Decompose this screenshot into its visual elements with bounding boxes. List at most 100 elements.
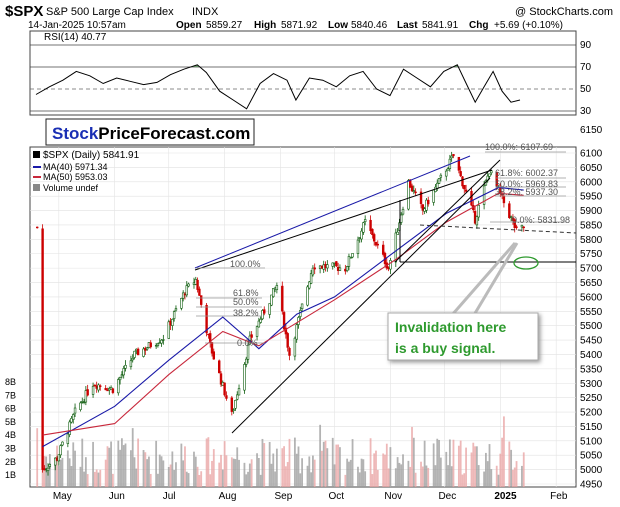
volume-bar: [409, 466, 412, 487]
volume-bar: [104, 459, 107, 487]
candle-body: [284, 327, 288, 335]
volume-bar: [477, 465, 480, 487]
volume-bar: [402, 454, 404, 487]
candle-body: [356, 239, 360, 254]
volume-bar: [243, 462, 246, 487]
candle-body: [381, 244, 385, 255]
volume-bar: [450, 466, 453, 487]
volume-bar: [117, 440, 120, 487]
candle-body: [502, 195, 506, 204]
volume-bar: [351, 439, 354, 487]
volume-bar: [420, 461, 422, 487]
candle-body: [149, 342, 152, 348]
volume-bar: [452, 439, 455, 487]
candle-body: [57, 454, 61, 462]
candle-body: [72, 414, 75, 420]
volume-bar: [74, 450, 76, 487]
y-tick-5400: 5400: [580, 350, 603, 361]
volume-bar: [337, 444, 340, 487]
fib-right-618: 61.8%: 6002.37: [495, 168, 558, 178]
volume-bar: [121, 438, 123, 487]
candle-body: [255, 326, 259, 337]
volume-bar: [175, 462, 177, 487]
volume-bar: [394, 468, 397, 487]
volume-bar: [515, 461, 518, 487]
volume-bar: [259, 474, 262, 487]
annotation-box: [387, 312, 539, 361]
legend: $SPX (Daily) 5841.91 MA(40) 5971.34 MA(5…: [33, 150, 140, 193]
fib-left-100: 100.0%: [230, 259, 261, 269]
logo-part-stock: Stock: [52, 124, 99, 143]
x-label-2: Jul: [163, 491, 176, 502]
candle-body: [234, 399, 237, 409]
volume-bar: [485, 452, 487, 487]
volume-bar: [245, 474, 248, 487]
x-label-0: May: [53, 491, 72, 502]
candle-body: [198, 288, 201, 296]
candle-body: [308, 281, 311, 289]
candle-body: [59, 445, 62, 456]
x-label-5: Oct: [329, 491, 345, 502]
fib-left-50: 50.0%: [233, 297, 259, 307]
volume-bar: [66, 450, 69, 487]
candle-body: [167, 321, 170, 339]
header-last-label: Last: [397, 20, 418, 31]
volume-bar: [225, 455, 228, 487]
candle-body: [272, 288, 275, 297]
volume-bar: [497, 474, 500, 487]
candle-body: [309, 273, 313, 284]
candle-body: [79, 402, 82, 410]
y-tick-5800: 5800: [580, 235, 603, 246]
volume-bar: [268, 441, 271, 487]
volume-bar: [335, 444, 338, 487]
volume-bar: [490, 469, 493, 487]
candle-body: [61, 441, 64, 446]
candle-body: [212, 351, 216, 360]
volume-bar: [421, 466, 424, 487]
candle-body: [400, 214, 403, 223]
y-tick-5600: 5600: [580, 292, 603, 303]
header-high: 5871.92: [281, 20, 318, 31]
candle-body: [347, 255, 351, 267]
volume-bar: [212, 449, 215, 487]
candle-body: [120, 374, 124, 377]
y-tick-5950: 5950: [580, 192, 603, 203]
fib-right-50: 50.0%: 5969.83: [495, 179, 558, 189]
candle-body: [394, 232, 398, 263]
candle-body: [363, 219, 367, 223]
candle-body: [295, 324, 298, 340]
volume-bar: [185, 471, 188, 487]
volume-bar: [357, 466, 359, 487]
volume-bar: [198, 474, 201, 487]
volume-bar: [184, 446, 186, 487]
candle-body: [374, 242, 378, 246]
y-tick-5200: 5200: [580, 408, 603, 419]
volume-bar: [205, 438, 208, 487]
x-label-7: Dec: [438, 491, 456, 502]
volume-bar: [221, 469, 224, 487]
volume-bar: [513, 467, 516, 487]
candle-body: [488, 173, 491, 177]
volume-bar: [306, 465, 309, 487]
candle-body: [122, 368, 125, 376]
volume-bar: [508, 441, 511, 487]
y-tick-5350: 5350: [580, 364, 603, 375]
candle-body: [470, 190, 473, 206]
volume-bar: [158, 454, 161, 487]
volume-bar: [275, 448, 278, 487]
candle-body: [86, 389, 89, 396]
volume-bar: [250, 459, 253, 487]
volume-bar: [248, 463, 251, 487]
volume-bar: [412, 437, 415, 487]
volume-bar: [111, 473, 114, 487]
y-tick-6050: 6050: [580, 163, 603, 174]
volume-bar: [83, 471, 85, 487]
candle-body: [281, 285, 284, 312]
candle-body: [246, 344, 250, 360]
volume-bar: [169, 464, 172, 487]
volume-bar: [308, 456, 311, 487]
volume-bar: [339, 447, 341, 487]
vol-tick-0: 8B: [5, 377, 16, 387]
fib-left-382: 38.2%: [233, 308, 259, 318]
volume-bar: [470, 452, 473, 487]
